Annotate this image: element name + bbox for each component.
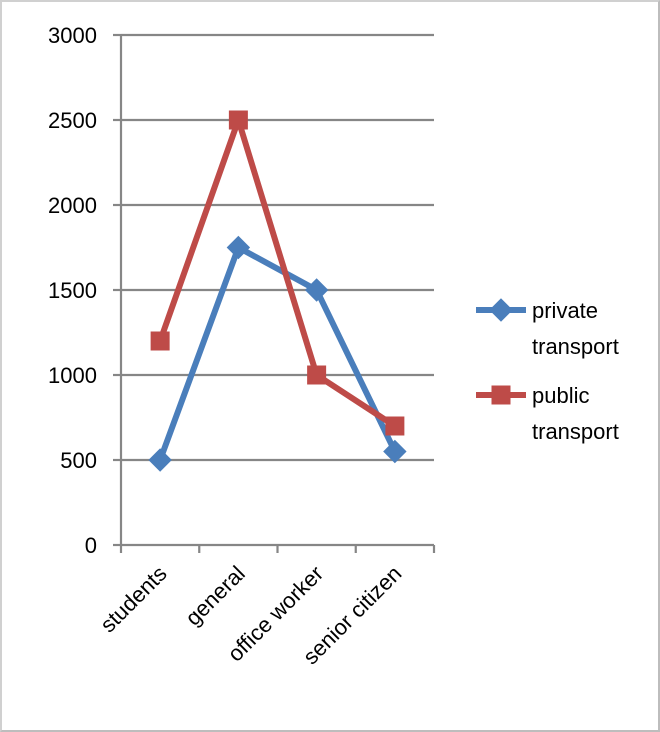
legend-entry-0: private transport [476, 298, 619, 359]
legend-entry-1: public transport [476, 383, 619, 444]
y-tick-label: 1000 [48, 363, 97, 388]
series-0 [148, 235, 407, 472]
data-point [150, 331, 170, 351]
data-point [307, 365, 327, 385]
y-tick-label: 3000 [48, 23, 97, 48]
data-point [226, 235, 251, 260]
y-tick-label: 1500 [48, 278, 97, 303]
legend: private transport public transport [476, 298, 619, 444]
data-point [383, 439, 407, 464]
data-point [228, 110, 248, 130]
y-tick-label: 0 [85, 533, 97, 558]
axes [113, 33, 436, 553]
gridlines [121, 33, 434, 462]
data-point [304, 278, 329, 302]
legend-marker [489, 298, 513, 322]
data-point [148, 448, 172, 472]
x-tick-label: general [180, 561, 250, 631]
series-line [157, 244, 398, 463]
data-point [385, 416, 405, 436]
y-axis-tick-labels: 0 500 1000 1500 2000 2500 3000 [48, 23, 97, 558]
legend-label: public transport [532, 383, 619, 444]
series-1 [150, 110, 405, 436]
y-tick-label: 2500 [48, 108, 97, 133]
legend-label: private transport [532, 298, 619, 359]
y-tick-label: 500 [60, 448, 97, 473]
series-line [157, 117, 398, 429]
series-layer [148, 110, 407, 472]
x-tick-label: students [95, 561, 171, 637]
legend-marker [491, 385, 511, 405]
y-tick-label: 2000 [48, 193, 97, 218]
